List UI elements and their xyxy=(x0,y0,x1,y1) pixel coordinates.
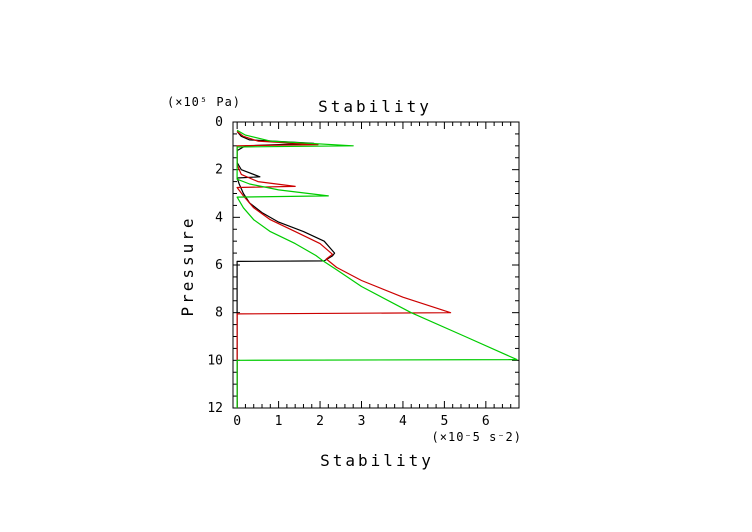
x-unit-label: (×10⁻5 s⁻2) xyxy=(432,430,522,444)
y-unit-label: (×10⁵ Pa) xyxy=(167,95,241,109)
series-line-1 xyxy=(236,131,336,408)
plot-frame xyxy=(232,121,520,409)
y-tick-label: 4 xyxy=(215,210,223,225)
y-axis-label: Pressure xyxy=(178,215,197,316)
y-tick-label: 6 xyxy=(215,258,223,273)
y-tick-label: 12 xyxy=(207,401,223,416)
y-tick-label: 8 xyxy=(215,306,223,321)
x-tick-label: 3 xyxy=(358,414,366,429)
chart-title: Stability xyxy=(318,97,432,116)
x-tick-label: 1 xyxy=(275,414,283,429)
series-line-2 xyxy=(236,131,452,408)
y-tick-label: 0 xyxy=(215,115,223,130)
x-tick-label: 4 xyxy=(399,414,407,429)
x-axis-label: Stability xyxy=(320,451,434,470)
y-tick-label: 10 xyxy=(207,353,223,368)
x-tick-label: 5 xyxy=(440,414,448,429)
series-line-3 xyxy=(236,129,518,408)
y-tick-label: 2 xyxy=(215,163,223,178)
x-tick-label: 0 xyxy=(233,414,241,429)
x-tick-label: 2 xyxy=(316,414,324,429)
x-tick-label: 6 xyxy=(482,414,490,429)
